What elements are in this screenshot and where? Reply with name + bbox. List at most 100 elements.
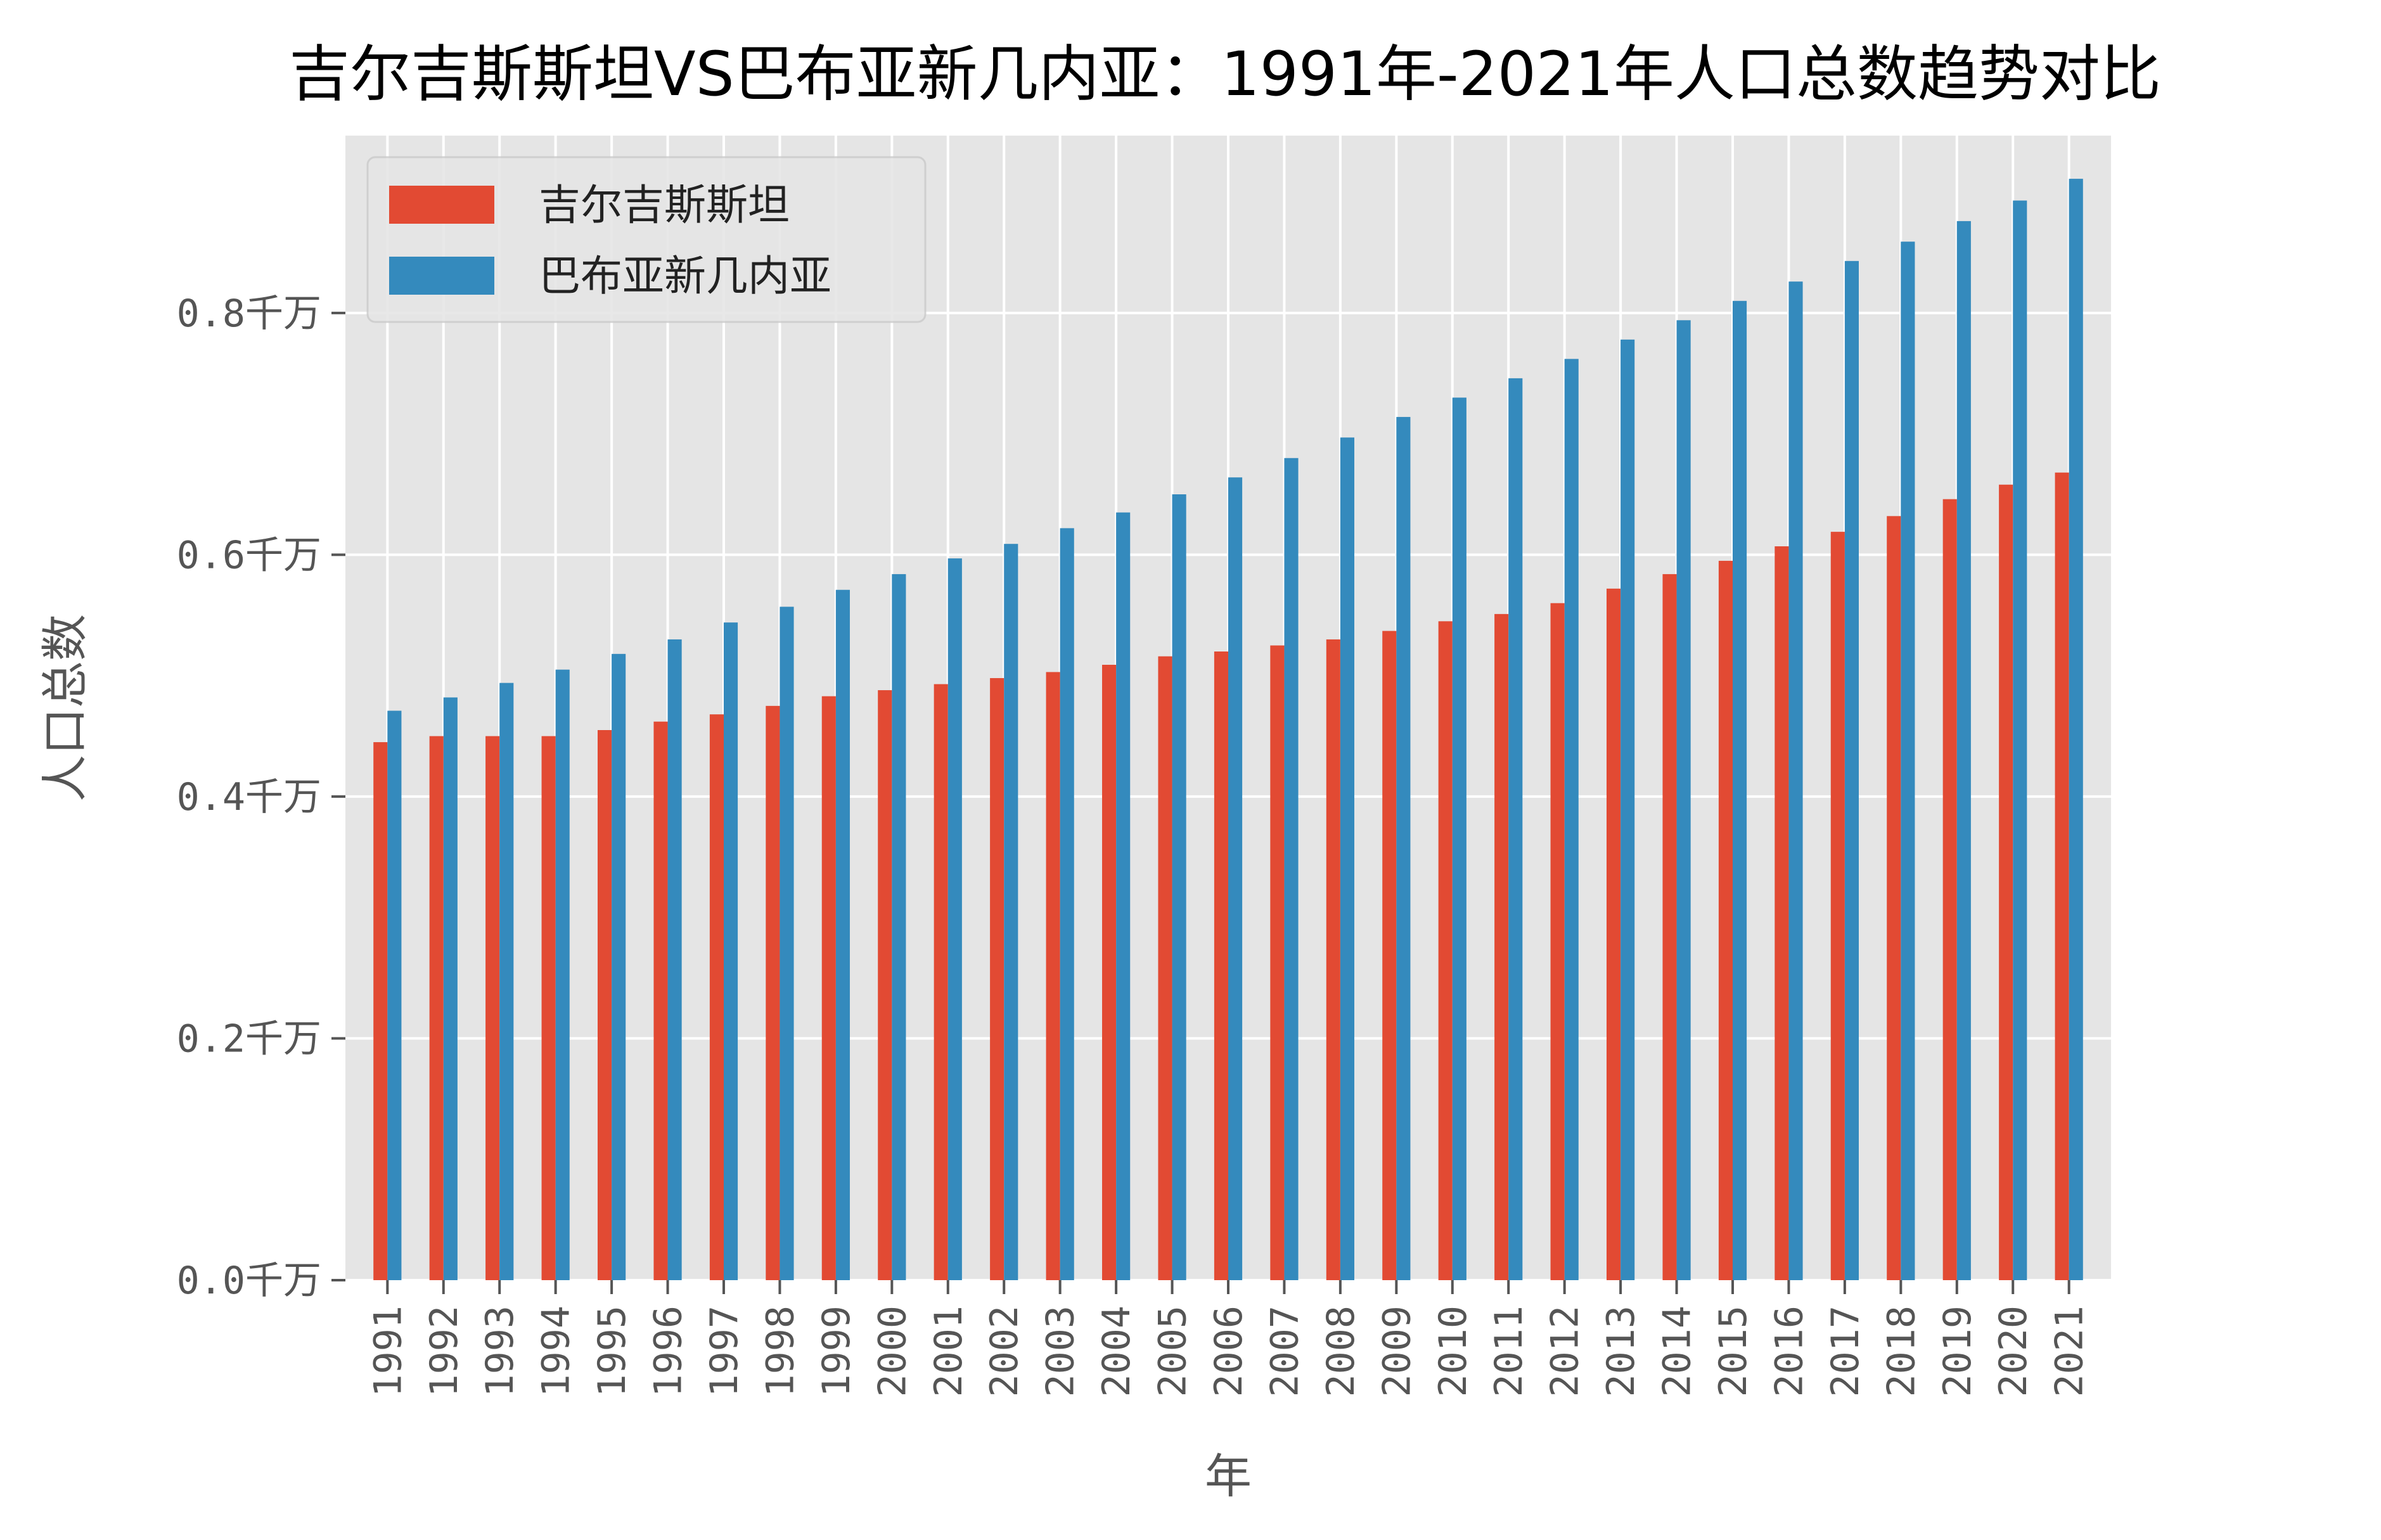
x-tick-label: 2010 [1431,1306,1475,1397]
bar-papua-new-guinea-2016 [1788,281,1803,1281]
y-tick-label: 0.0千万 [177,1259,321,1303]
bar-papua-new-guinea-1996 [667,639,682,1280]
y-tick-label: 0.4千万 [177,775,321,819]
x-tick-label: 1992 [422,1306,466,1397]
bar-papua-new-guinea-2021 [2069,179,2083,1281]
bar-kyrgyzstan-2006 [1214,651,1228,1280]
bar-kyrgyzstan-2003 [1046,672,1060,1280]
bar-papua-new-guinea-1999 [835,589,850,1280]
bar-kyrgyzstan-2017 [1830,532,1845,1280]
bar-papua-new-guinea-1992 [443,697,458,1280]
bar-kyrgyzstan-2000 [878,690,892,1280]
legend-label-kyrgyzstan: 吉尔吉斯斯坦 [539,181,790,229]
x-tick-label: 2009 [1375,1306,1419,1397]
bar-papua-new-guinea-1994 [555,669,570,1280]
bar-papua-new-guinea-2003 [1060,528,1074,1280]
x-tick-label: 1998 [758,1306,802,1397]
bar-papua-new-guinea-2007 [1284,458,1299,1280]
bar-kyrgyzstan-1995 [598,730,612,1280]
bar-kyrgyzstan-1993 [485,736,500,1280]
bar-papua-new-guinea-1993 [499,683,514,1280]
bar-kyrgyzstan-2008 [1326,639,1340,1280]
x-tick-label: 2014 [1655,1306,1700,1397]
bar-kyrgyzstan-2020 [1999,484,2013,1280]
bar-papua-new-guinea-2004 [1116,512,1131,1280]
bar-papua-new-guinea-2010 [1452,397,1466,1281]
bar-papua-new-guinea-2002 [1004,544,1018,1280]
legend-swatch-papua-new-guinea [389,257,494,295]
x-tick-label: 2006 [1207,1306,1251,1397]
bar-kyrgyzstan-1994 [541,736,556,1280]
x-tick-label: 2013 [1599,1306,1643,1397]
bar-papua-new-guinea-2009 [1396,416,1411,1280]
x-tick-label: 2001 [927,1306,971,1397]
x-tick-label: 2017 [1823,1306,1868,1397]
x-tick-label: 2008 [1319,1306,1363,1397]
bar-kyrgyzstan-1997 [709,714,724,1280]
x-tick-label: 1991 [366,1306,410,1397]
x-tick-label: 2020 [1991,1306,2036,1397]
bar-papua-new-guinea-2000 [892,574,906,1280]
bar-papua-new-guinea-1995 [612,653,626,1280]
y-tick-label: 0.8千万 [177,292,321,336]
bar-papua-new-guinea-1991 [387,710,402,1280]
x-tick-label: 2007 [1262,1306,1307,1397]
bar-papua-new-guinea-2019 [1956,221,1971,1280]
bar-kyrgyzstan-1999 [821,696,836,1280]
bar-papua-new-guinea-2008 [1340,437,1354,1280]
bar-kyrgyzstan-2019 [1942,499,1957,1280]
bar-kyrgyzstan-1992 [429,736,444,1280]
legend-box [366,156,927,323]
x-tick-label: 2004 [1094,1306,1139,1397]
bar-papua-new-guinea-2015 [1733,300,1747,1280]
x-tick-label: 1999 [814,1306,859,1397]
bar-kyrgyzstan-2013 [1607,588,1621,1281]
bar-papua-new-guinea-2014 [1676,320,1691,1281]
x-tick-label: 2021 [2048,1306,2092,1397]
bar-kyrgyzstan-2021 [2055,472,2069,1281]
bar-kyrgyzstan-2005 [1158,656,1172,1280]
bar-kyrgyzstan-2012 [1550,603,1565,1280]
bar-papua-new-guinea-1997 [724,622,738,1281]
bar-kyrgyzstan-2007 [1270,645,1285,1280]
x-tick-label: 2018 [1879,1306,1923,1397]
bar-papua-new-guinea-2012 [1564,359,1579,1280]
bar-papua-new-guinea-1998 [780,606,794,1280]
bar-kyrgyzstan-2014 [1662,574,1677,1280]
y-axis-label: 人口总数 [38,614,93,802]
bar-kyrgyzstan-1996 [653,721,668,1280]
x-axis: 1991 1992 1993 1994 1995 1996 1997 1998 1999 2000… [366,1280,2092,1397]
bar-kyrgyzstan-2016 [1775,546,1789,1281]
bar-papua-new-guinea-2013 [1620,339,1635,1281]
x-tick-label: 2002 [982,1306,1027,1397]
bar-kyrgyzstan-2015 [1718,560,1733,1280]
y-tick-label: 0.2千万 [177,1017,321,1061]
x-tick-label: 1996 [646,1306,691,1397]
bar-kyrgyzstan-2011 [1494,613,1509,1281]
bar-kyrgyzstan-2002 [990,677,1004,1280]
x-tick-label: 1994 [534,1306,579,1397]
bar-kyrgyzstan-1991 [373,742,388,1280]
bar-papua-new-guinea-2017 [1844,260,1859,1280]
x-tick-label: 1993 [478,1306,522,1397]
bar-papua-new-guinea-2005 [1172,494,1186,1280]
x-axis-label: 年 [1205,1449,1252,1504]
x-tick-label: 2003 [1039,1306,1083,1397]
bar-papua-new-guinea-2006 [1228,477,1243,1280]
chart-title: 吉尔吉斯斯坦VS巴布亚新几内亚：1991年-2021年人口总数趋势对比 [289,39,2161,110]
y-axis: 0.0千万 0.2千万 0.4千万 0.6千万 0.8千万 [177,292,345,1303]
x-tick-label: 2019 [1935,1306,1980,1397]
x-tick-label: 2000 [870,1306,915,1397]
x-tick-label: 1997 [702,1306,747,1397]
x-tick-label: 2012 [1543,1306,1588,1397]
x-tick-label: 1995 [590,1306,634,1397]
y-tick-label: 0.6千万 [177,533,321,577]
x-tick-label: 2015 [1711,1306,1755,1397]
legend: 吉尔吉斯斯坦 巴布亚新几内亚 [366,156,927,323]
bar-kyrgyzstan-1998 [766,705,780,1280]
bar-kyrgyzstan-2004 [1102,664,1117,1280]
x-tick-label: 2016 [1767,1306,1811,1397]
bar-kyrgyzstan-2010 [1438,621,1453,1281]
bar-papua-new-guinea-2011 [1508,378,1523,1280]
